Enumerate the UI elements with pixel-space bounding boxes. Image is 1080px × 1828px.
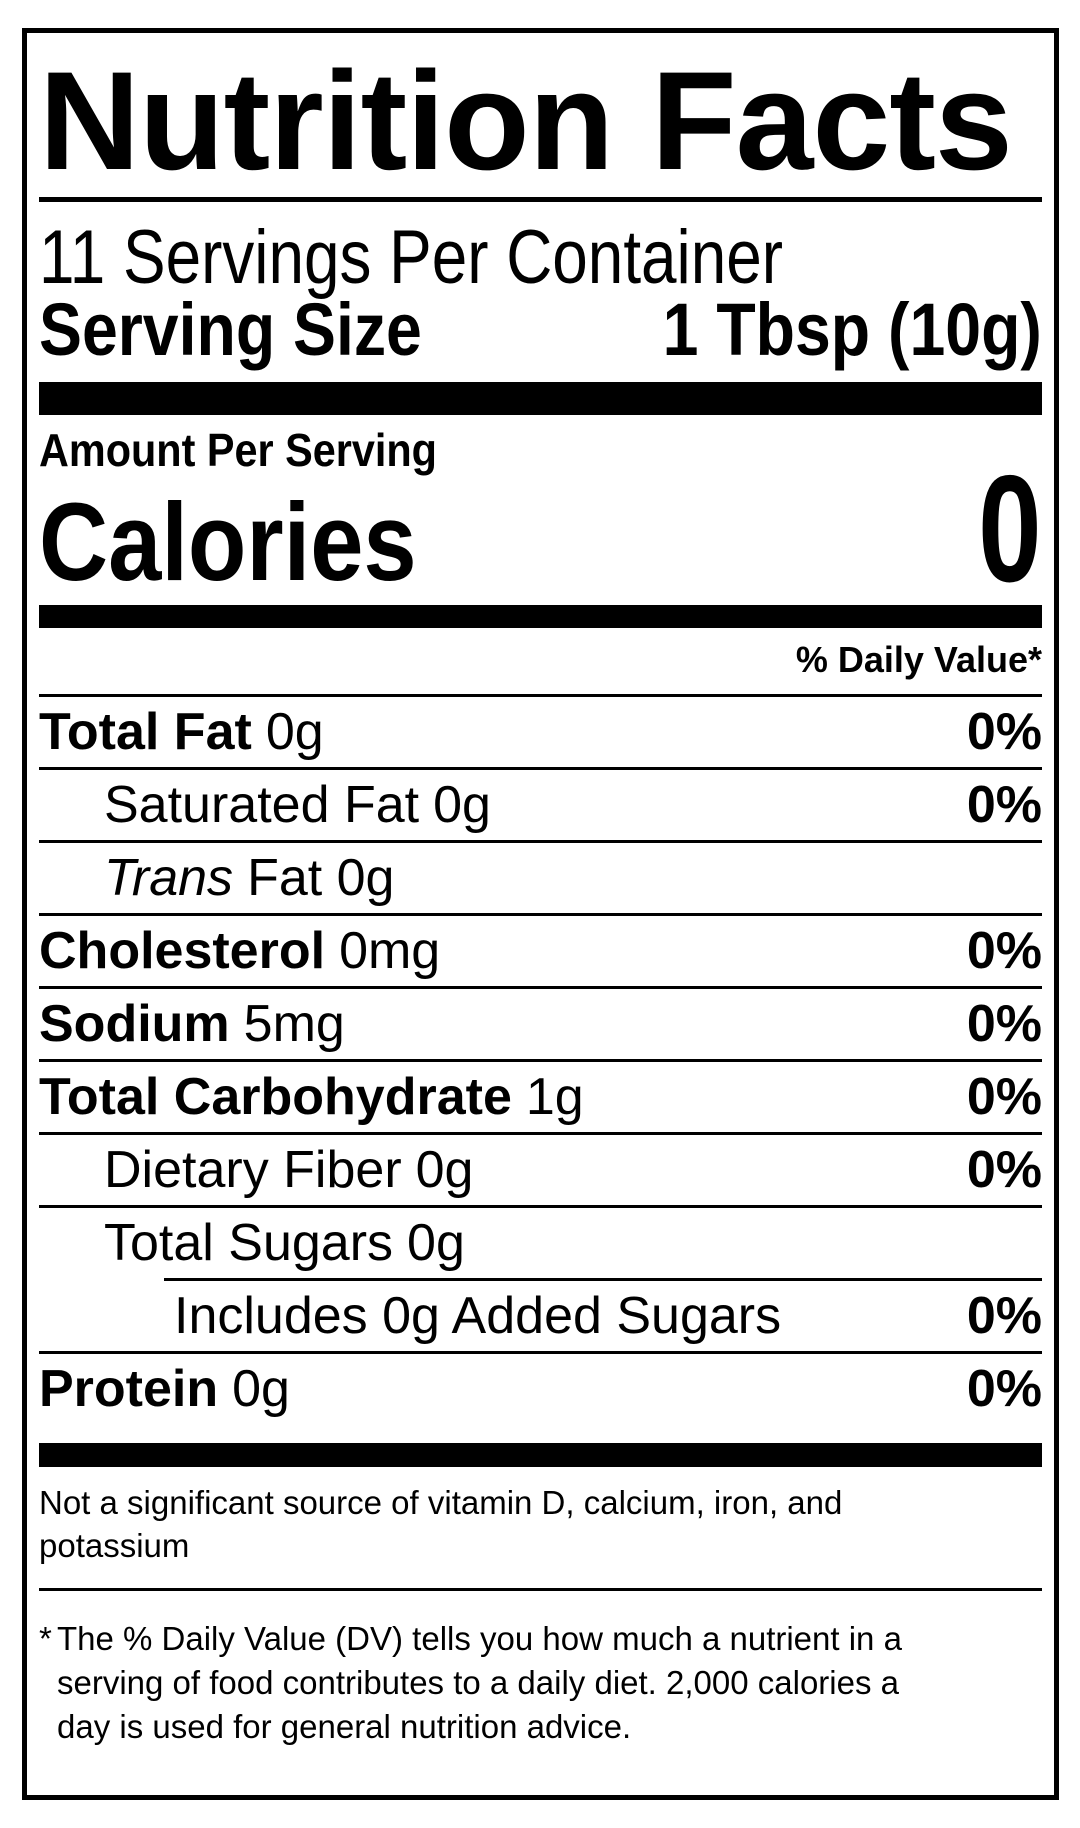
nutrient-row-protein: Protein 0g 0% xyxy=(39,1351,1042,1424)
nutrient-row-dietary-fiber: Dietary Fiber 0g 0% xyxy=(39,1132,1042,1205)
footnote-divider xyxy=(39,1588,1042,1591)
nutrient-name: Dietary Fiber xyxy=(104,1141,402,1199)
nutrient-row-added-sugars: Includes 0g Added Sugars 0% xyxy=(39,1278,1042,1351)
servings-per-container: 11 Servings Per Container xyxy=(39,215,784,300)
nutrient-name: Saturated Fat xyxy=(104,776,420,834)
footnote-asterisk: * xyxy=(39,1620,52,1657)
nutrient-dv: 0% xyxy=(966,995,1042,1053)
nutrient-amount: 0g xyxy=(232,1360,290,1418)
nutrient-amount: 1g xyxy=(525,1068,584,1126)
nutrient-row-total-carbohydrate: Total Carbohydrate 1g 0% xyxy=(39,1059,1042,1132)
nutrient-dv: 0% xyxy=(966,1360,1042,1418)
amount-per-serving-label: Amount Per Serving xyxy=(39,424,437,476)
nutrient-name: Total Carbohydrate xyxy=(39,1068,512,1126)
nutrient-amount: 0mg xyxy=(339,922,441,980)
calories-value: 0 xyxy=(978,444,1042,614)
nutrient-dv: 0% xyxy=(966,922,1042,980)
serving-size-value: 1 Tbsp (10g) xyxy=(662,288,1042,371)
calories-row: Calories 0 xyxy=(39,453,1042,605)
nutrient-name: Total Sugars xyxy=(104,1214,394,1272)
nutrient-row-saturated-fat: Saturated Fat 0g 0% xyxy=(39,767,1042,840)
thick-bar-top xyxy=(39,382,1042,415)
serving-size-label: Serving Size xyxy=(39,288,422,371)
nutrient-dv: 0% xyxy=(966,1287,1042,1345)
nutrient-dv: 0% xyxy=(966,1068,1042,1126)
nutrient-amount: 5mg xyxy=(243,995,345,1053)
footnote-text: The % Daily Value (DV) tells you how muc… xyxy=(57,1620,902,1745)
nutrient-amount: 0g xyxy=(415,1141,474,1199)
nutrient-dv: 0% xyxy=(966,776,1042,834)
nutrient-row-cholesterol: Cholesterol 0mg 0% xyxy=(39,913,1042,986)
nutrient-row-trans-fat: Trans Fat 0g xyxy=(39,840,1042,913)
nutrient-amount: Fat 0g xyxy=(247,849,395,907)
nutrient-name: Cholesterol xyxy=(39,922,326,980)
nutrient-name: Protein xyxy=(39,1360,219,1418)
calories-label: Calories xyxy=(39,481,417,604)
insignificant-nutrients-note: Not a significant source of vitamin D, c… xyxy=(39,1484,843,1564)
nutrient-dv: 0% xyxy=(966,703,1042,761)
thick-bar-middle xyxy=(39,605,1042,628)
nutrient-dv: 0% xyxy=(966,1141,1042,1199)
nutrient-amount: 0g xyxy=(407,1214,465,1272)
nutrient-row-total-sugars: Total Sugars 0g xyxy=(39,1205,1042,1278)
title-divider xyxy=(39,197,1042,202)
nutrient-amount: 0g xyxy=(433,776,491,834)
daily-value-header: % Daily Value* xyxy=(795,639,1042,680)
nutrient-name: Trans xyxy=(104,849,234,907)
nutrient-row-total-fat: Total Fat 0g 0% xyxy=(39,694,1042,767)
nutrition-facts-label: Nutrition Facts 11 Servings Per Containe… xyxy=(22,28,1059,1800)
serving-size-row: Serving Size 1 Tbsp (10g) xyxy=(39,288,1042,371)
daily-value-footnote: * The % Daily Value (DV) tells you how m… xyxy=(39,1617,944,1749)
nutrient-name: Sodium xyxy=(39,995,230,1053)
nutrient-amount: 0g xyxy=(265,703,324,761)
thick-bar-bottom xyxy=(39,1443,1042,1467)
nutrient-row-sodium: Sodium 5mg 0% xyxy=(39,986,1042,1059)
label-title: Nutrition Facts xyxy=(39,42,1013,199)
nutrient-name: Includes 0g Added Sugars xyxy=(174,1287,782,1345)
nutrient-name: Total Fat xyxy=(39,703,252,761)
